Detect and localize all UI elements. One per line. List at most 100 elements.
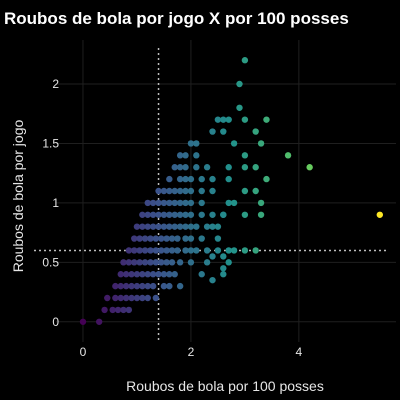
data-point: [144, 223, 151, 230]
data-point: [176, 164, 184, 171]
data-point: [230, 199, 238, 207]
data-point: [176, 175, 184, 183]
data-point: [176, 223, 184, 230]
data-point: [263, 116, 270, 123]
data-point: [149, 211, 157, 218]
data-point: [155, 271, 162, 278]
data-point: [133, 294, 141, 302]
data-point: [125, 247, 133, 254]
data-point: [214, 235, 222, 242]
data-point: [193, 164, 200, 171]
data-point: [171, 164, 178, 171]
data-point: [174, 247, 181, 254]
data-point: [263, 175, 270, 183]
data-point: [144, 271, 151, 278]
data-point: [236, 104, 243, 111]
data-point: [149, 282, 157, 290]
data-point: [144, 211, 151, 218]
data-point: [252, 164, 259, 171]
data-point: [144, 282, 151, 290]
data-point: [139, 223, 146, 230]
data-point: [187, 235, 195, 242]
data-point: [122, 294, 130, 302]
data-point: [230, 140, 238, 147]
data-point: [122, 271, 130, 278]
data-point: [187, 247, 195, 254]
data-points: [79, 57, 384, 325]
data-point: [209, 175, 216, 183]
data-point: [117, 271, 124, 278]
data-point: [122, 282, 130, 290]
data-point: [152, 247, 160, 254]
data-point: [131, 235, 138, 242]
data-point: [220, 253, 227, 260]
data-point: [225, 259, 232, 266]
data-point: [163, 259, 170, 266]
data-point: [160, 199, 168, 207]
data-point: [104, 294, 111, 302]
data-point: [147, 235, 154, 242]
data-point: [133, 282, 141, 290]
data-point: [160, 271, 168, 278]
x-axis-ticks: 0 2 4: [80, 345, 303, 359]
data-point: [236, 80, 243, 88]
data-point: [214, 247, 222, 254]
data-point: [152, 259, 160, 266]
data-point: [152, 294, 160, 302]
data-point: [166, 211, 173, 218]
data-point: [131, 259, 138, 266]
data-point: [158, 259, 165, 266]
data-point: [241, 247, 249, 254]
data-point: [182, 223, 189, 230]
data-point: [163, 235, 170, 242]
y-tick-label: 1.5: [42, 136, 59, 150]
data-point: [241, 116, 249, 123]
data-point: [168, 259, 176, 266]
data-point: [182, 247, 189, 254]
data-point: [187, 259, 195, 266]
data-point: [209, 276, 216, 284]
data-point: [376, 211, 384, 218]
data-point: [139, 294, 146, 302]
data-point: [163, 247, 170, 254]
data-point: [139, 211, 146, 218]
data-point: [198, 199, 205, 207]
data-point: [158, 235, 165, 242]
chart-title: Roubos de bola por jogo X por 100 posses: [4, 9, 349, 28]
data-point: [128, 282, 135, 290]
y-tick-label: 1: [52, 196, 59, 210]
data-point: [203, 247, 211, 254]
data-point: [203, 164, 211, 171]
data-point: [203, 223, 211, 230]
data-point: [166, 223, 173, 230]
data-point: [284, 152, 292, 159]
data-point: [176, 152, 184, 159]
data-point: [252, 247, 259, 254]
data-point: [198, 211, 205, 218]
data-point: [128, 271, 135, 278]
data-point: [171, 271, 178, 278]
data-point: [187, 211, 195, 218]
data-point: [141, 247, 149, 254]
data-point: [176, 187, 184, 195]
data-point: [182, 211, 189, 218]
y-tick-label: 0.5: [42, 255, 59, 269]
data-point: [152, 235, 160, 242]
data-point: [160, 282, 168, 290]
data-point: [198, 235, 205, 242]
data-point: [220, 265, 227, 272]
data-point: [214, 223, 222, 230]
y-axis-label: Roubos de bola por jogo: [10, 120, 26, 273]
data-point: [117, 294, 124, 302]
data-point: [155, 187, 162, 195]
data-point: [176, 199, 184, 207]
data-point: [149, 223, 157, 230]
data-point: [149, 199, 157, 207]
data-point: [220, 211, 227, 218]
data-point: [133, 271, 141, 278]
data-point: [225, 247, 232, 254]
data-point: [155, 199, 162, 207]
data-point: [171, 223, 178, 230]
data-point: [182, 187, 189, 195]
